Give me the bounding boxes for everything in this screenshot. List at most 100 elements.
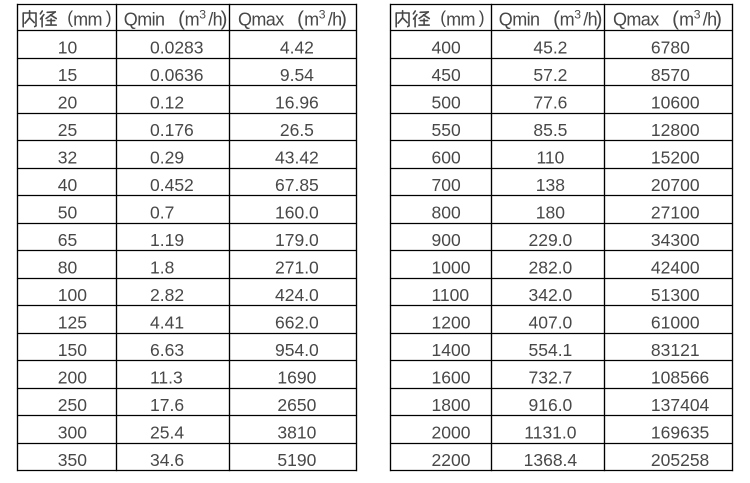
svg-text:732.7: 732.7	[529, 367, 573, 387]
svg-text:61000: 61000	[651, 312, 700, 332]
svg-text:1368.4: 1368.4	[524, 450, 578, 470]
svg-text:83121: 83121	[651, 340, 700, 360]
svg-text:Qmin: Qmin	[499, 9, 540, 29]
svg-text:5190: 5190	[277, 450, 316, 470]
svg-text:16.96: 16.96	[275, 92, 319, 112]
svg-text:1.8: 1.8	[150, 257, 174, 277]
svg-text:3: 3	[319, 7, 326, 21]
svg-text:700: 700	[432, 175, 461, 195]
svg-text:179.0: 179.0	[275, 230, 319, 250]
svg-text:800: 800	[432, 202, 461, 222]
svg-text:150: 150	[58, 340, 87, 360]
svg-text:17.6: 17.6	[150, 395, 184, 415]
svg-text:954.0: 954.0	[275, 340, 319, 360]
svg-text:300: 300	[58, 422, 87, 442]
svg-text:1000: 1000	[432, 257, 471, 277]
svg-text:1800: 1800	[432, 395, 471, 415]
svg-text:Qmin: Qmin	[124, 9, 165, 29]
svg-text:50: 50	[58, 202, 78, 222]
svg-text:Qmax: Qmax	[238, 9, 284, 29]
svg-text:0.29: 0.29	[150, 147, 184, 167]
svg-text:m: m	[185, 9, 200, 29]
svg-text:350: 350	[58, 450, 87, 470]
svg-text:85.5: 85.5	[533, 120, 567, 140]
svg-text:271.0: 271.0	[275, 257, 319, 277]
svg-text:m: m	[679, 9, 694, 29]
svg-text:42400: 42400	[651, 257, 700, 277]
svg-text:916.0: 916.0	[529, 395, 573, 415]
svg-text:(: (	[297, 7, 304, 30]
svg-text:6780: 6780	[651, 37, 690, 57]
svg-text:20: 20	[58, 92, 78, 112]
svg-text:34300: 34300	[651, 230, 700, 250]
svg-text:): )	[221, 7, 228, 30]
svg-text:27100: 27100	[651, 202, 700, 222]
svg-text:282.0: 282.0	[529, 257, 573, 277]
svg-text:137404: 137404	[651, 395, 710, 415]
svg-text:32: 32	[58, 147, 77, 167]
svg-text:550: 550	[432, 120, 461, 140]
svg-text:424.0: 424.0	[275, 285, 319, 305]
svg-text:25.4: 25.4	[150, 422, 184, 442]
svg-text:407.0: 407.0	[529, 312, 573, 332]
svg-text:): )	[479, 8, 485, 28]
svg-text:8570: 8570	[651, 65, 690, 85]
svg-text:4.41: 4.41	[150, 312, 184, 332]
svg-text:450: 450	[432, 65, 461, 85]
svg-text:554.1: 554.1	[529, 340, 573, 360]
svg-text:m: m	[304, 9, 319, 29]
svg-text:205258: 205258	[651, 450, 709, 470]
svg-text:): )	[715, 7, 722, 30]
svg-text:500: 500	[432, 92, 461, 112]
svg-text:2.82: 2.82	[150, 285, 184, 305]
svg-text:(: (	[178, 7, 185, 30]
svg-text:mm: mm	[73, 9, 102, 29]
svg-text:80: 80	[58, 257, 78, 277]
svg-text:662.0: 662.0	[275, 312, 319, 332]
svg-text:108566: 108566	[651, 367, 709, 387]
svg-text:3: 3	[574, 7, 581, 21]
svg-text:0.12: 0.12	[150, 92, 184, 112]
svg-text:(: (	[553, 7, 560, 30]
svg-text:10: 10	[58, 37, 78, 57]
svg-text:0.176: 0.176	[150, 120, 194, 140]
svg-text:77.6: 77.6	[533, 92, 567, 112]
svg-text:): )	[106, 8, 112, 28]
svg-text:200: 200	[58, 367, 87, 387]
svg-text:/h: /h	[208, 9, 222, 29]
svg-text:(: (	[67, 8, 73, 28]
svg-text:12800: 12800	[651, 120, 700, 140]
svg-text:180: 180	[536, 202, 565, 222]
svg-text:25: 25	[58, 120, 77, 140]
svg-text:250: 250	[58, 395, 87, 415]
svg-text:100: 100	[58, 285, 87, 305]
svg-text:169635: 169635	[651, 422, 709, 442]
svg-text:1200: 1200	[432, 312, 471, 332]
svg-text:1100: 1100	[432, 285, 470, 305]
svg-text:34.6: 34.6	[150, 450, 184, 470]
svg-text:10600: 10600	[651, 92, 700, 112]
svg-text:45.2: 45.2	[533, 37, 567, 57]
svg-text:1690: 1690	[277, 367, 316, 387]
svg-text:138: 138	[536, 175, 565, 195]
svg-text:125: 125	[58, 312, 87, 332]
svg-text:2200: 2200	[432, 450, 471, 470]
svg-text:): )	[596, 7, 603, 30]
svg-text:65: 65	[58, 230, 77, 250]
svg-text:20700: 20700	[651, 175, 700, 195]
svg-text:0.7: 0.7	[150, 202, 174, 222]
svg-text:0.0283: 0.0283	[150, 37, 204, 57]
svg-text:15: 15	[58, 65, 77, 85]
svg-text:400: 400	[432, 37, 461, 57]
svg-text:6.63: 6.63	[150, 340, 184, 360]
svg-text:229.0: 229.0	[529, 230, 573, 250]
svg-text:0.452: 0.452	[150, 175, 194, 195]
svg-text:3: 3	[694, 7, 701, 21]
svg-text:m: m	[560, 9, 575, 29]
svg-text:(: (	[440, 8, 446, 28]
svg-text:67.85: 67.85	[275, 175, 319, 195]
svg-text:57.2: 57.2	[533, 65, 567, 85]
svg-text:1.19: 1.19	[150, 230, 184, 250]
svg-text:4.42: 4.42	[280, 37, 314, 57]
svg-text:9.54: 9.54	[280, 65, 314, 85]
